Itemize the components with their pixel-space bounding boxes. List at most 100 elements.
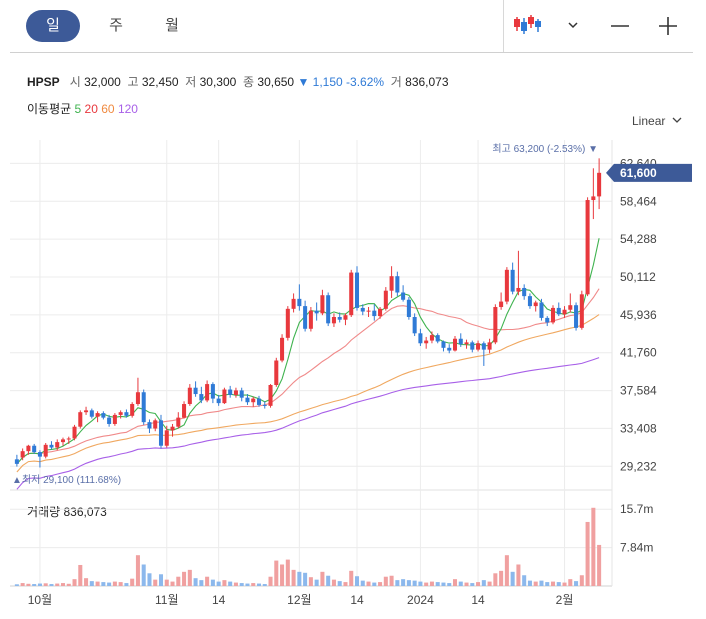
candle-body (32, 445, 37, 453)
candlestick-icon (514, 15, 541, 34)
volume-bar (383, 576, 388, 586)
candle-body (522, 287, 527, 297)
candle-body (545, 317, 550, 323)
volume-bar (314, 579, 319, 586)
volume-bar (591, 507, 596, 586)
scale-mode-label: Linear (632, 114, 666, 128)
candle-body (20, 451, 25, 458)
date-tick-label: 2024 (407, 593, 434, 607)
candle-body (141, 392, 146, 423)
candle-body (597, 172, 602, 197)
volume-bar (597, 544, 602, 586)
current-price-tag (606, 163, 692, 182)
volume-bar (49, 584, 54, 586)
candle-body (107, 417, 112, 424)
volume-bar (84, 578, 89, 586)
candle-body (418, 333, 423, 344)
volume-bar (20, 583, 25, 586)
candle-body (222, 389, 227, 404)
candle-body (556, 307, 561, 315)
toolbar-divider (503, 0, 504, 52)
open-label: 시 (69, 75, 81, 89)
scale-mode-selector[interactable]: Linear (632, 114, 683, 128)
volume-bar (153, 579, 158, 586)
candle-body (239, 390, 244, 398)
candle-body (424, 340, 429, 344)
candle-body (441, 341, 446, 348)
volume-bar (228, 581, 233, 586)
ma60-label: 60 (101, 102, 115, 116)
volume-bar (424, 582, 429, 586)
open-value: 32,000 (84, 75, 121, 89)
volume-bar (303, 572, 308, 586)
volume-bar (470, 583, 475, 586)
volume-bar (37, 583, 42, 586)
volume-bar (280, 564, 285, 586)
volume-bar (539, 580, 544, 586)
candle-body (66, 438, 71, 440)
volume-bar (135, 555, 140, 586)
volume-bar (245, 583, 250, 586)
volume-bar (447, 583, 452, 586)
candle-body (205, 384, 210, 401)
volume-bar (95, 581, 100, 586)
volume-bar (32, 584, 37, 586)
volume-value: 836,073 (405, 75, 449, 89)
volume-bar (579, 575, 584, 586)
candle-body (308, 310, 313, 329)
price-tick-label: 45,936 (620, 308, 657, 322)
candle-body (487, 342, 492, 350)
volume-panel-label: 거래량 836,073 (27, 503, 107, 520)
volume-bar (187, 569, 192, 586)
candle-body (406, 299, 411, 317)
candle-body (60, 439, 66, 443)
candle-body (539, 302, 544, 318)
tab-week[interactable]: 주 (109, 17, 123, 34)
quote-summary: HPSP 시 32,000 고 32,450 저 30,300 종 30,650… (27, 73, 449, 90)
candle-body (464, 342, 469, 345)
volume-bar (147, 573, 152, 586)
candle-body (378, 308, 383, 317)
volume-bar (26, 583, 31, 586)
volume-bar (251, 583, 256, 586)
ma20-label: 20 (84, 102, 98, 116)
candle-body (193, 387, 198, 395)
candle-body (383, 290, 388, 309)
chart-type-selector[interactable] (510, 10, 586, 42)
ma120-label: 120 (117, 102, 138, 116)
candle-body (37, 452, 42, 457)
candle-body (395, 276, 400, 293)
volume-bar (429, 581, 434, 586)
candle-body (389, 276, 394, 291)
volume-bar (412, 580, 417, 586)
min-price-annotation: ▲최저 29,100 (111.68%) (12, 474, 121, 486)
tab-month[interactable]: 월 (165, 17, 179, 34)
volume-bar (268, 576, 273, 586)
candle-body (550, 307, 556, 323)
chevron-down-icon (672, 117, 682, 123)
zoom-in-button[interactable] (656, 10, 680, 42)
volume-bar (562, 582, 567, 586)
candle-body (510, 269, 515, 292)
volume-bar (337, 581, 342, 586)
volume-bar (516, 564, 521, 586)
candle-body (26, 445, 31, 452)
candle-body (429, 335, 434, 341)
candle-body (303, 306, 308, 329)
candle-body (274, 360, 279, 385)
candle-body (95, 413, 100, 417)
volume-bar (158, 574, 164, 586)
high-label: 고 (127, 75, 139, 89)
candle-body (585, 200, 590, 295)
tab-day[interactable]: 일 (26, 10, 80, 42)
candle-body (72, 426, 77, 439)
volume-bar (556, 582, 561, 586)
zoom-out-button[interactable] (608, 10, 632, 42)
chevron-down-icon (568, 22, 578, 29)
volume-bar (89, 581, 94, 586)
volume-bar (550, 581, 556, 586)
volume-bar (124, 583, 129, 586)
candle-body (568, 305, 573, 310)
volume-bar (118, 582, 123, 586)
